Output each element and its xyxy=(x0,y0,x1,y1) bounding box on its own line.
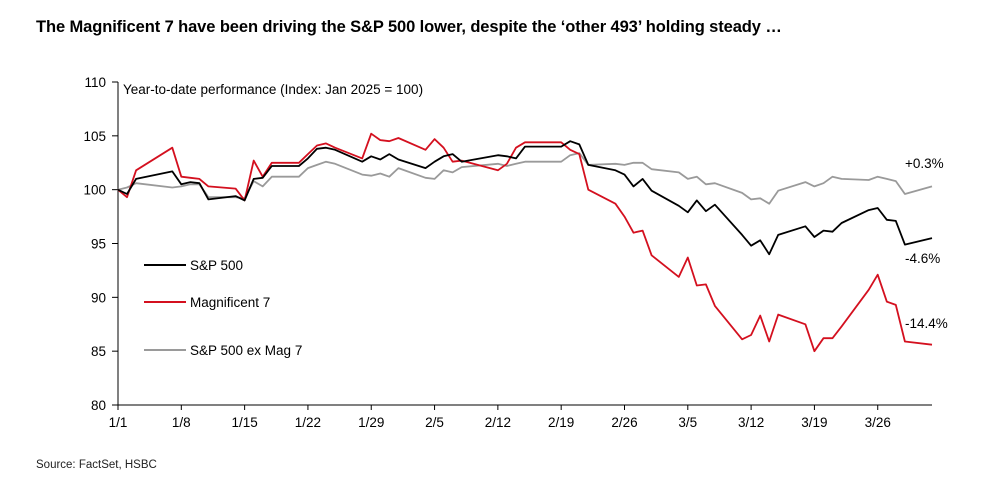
x-tick-label: 1/29 xyxy=(358,415,384,430)
sp500-line xyxy=(117,140,933,256)
x-tick-label: 1/8 xyxy=(172,415,191,430)
axes: 80 85 90 95 100 105 110 1/1 1/8 1/15 1/22 1/29 2/5 2/… xyxy=(83,75,932,430)
end-value-labels: -4.6% -14.4% +0.3% xyxy=(905,156,948,331)
x-tick-label: 2/5 xyxy=(425,415,444,430)
series-lines xyxy=(117,132,933,353)
x-tick-label: 2/26 xyxy=(611,415,637,430)
chart-subtitle: Year-to-date performance (Index: Jan 202… xyxy=(123,82,423,97)
x-tick-label: 3/12 xyxy=(738,415,764,430)
x-tick-label: 3/5 xyxy=(678,415,697,430)
y-tick-label: 85 xyxy=(91,344,106,359)
x-tick-label: 2/19 xyxy=(548,415,574,430)
y-tick-label: 105 xyxy=(83,129,106,144)
chart-headline: The Magnificent 7 have been driving the … xyxy=(36,18,782,36)
legend-item-magnificent-7-label: Magnificent 7 xyxy=(190,295,270,310)
x-tick-label: 1/15 xyxy=(231,415,257,430)
y-tick-label: 110 xyxy=(84,75,106,90)
x-tick-label: 2/12 xyxy=(485,415,511,430)
y-tick-label: 90 xyxy=(91,290,106,305)
legend: S&P 500 Magnificent 7 S&P 500 ex Mag 7 xyxy=(144,258,302,358)
magnificent-7-line xyxy=(117,132,933,353)
sp500-end-label: -4.6% xyxy=(905,251,940,266)
y-tick-label: 80 xyxy=(91,398,106,413)
y-tick-label: 100 xyxy=(83,183,106,198)
legend-item-sp500-label: S&P 500 xyxy=(190,258,243,273)
x-tick-label: 1/1 xyxy=(109,415,128,430)
x-tick-label: 1/22 xyxy=(295,415,321,430)
sp500-ex-mag7-end-label: +0.3% xyxy=(905,156,944,171)
x-tick-label: 3/19 xyxy=(801,415,827,430)
sp500-ex-mag7-line xyxy=(117,152,933,205)
legend-item-sp500-ex-mag7-label: S&P 500 ex Mag 7 xyxy=(190,343,302,358)
y-tick-label: 95 xyxy=(91,237,106,252)
source-note: Source: FactSet, HSBC xyxy=(36,459,157,471)
x-tick-label: 3/26 xyxy=(865,415,891,430)
magnificent-7-end-label: -14.4% xyxy=(905,316,948,331)
